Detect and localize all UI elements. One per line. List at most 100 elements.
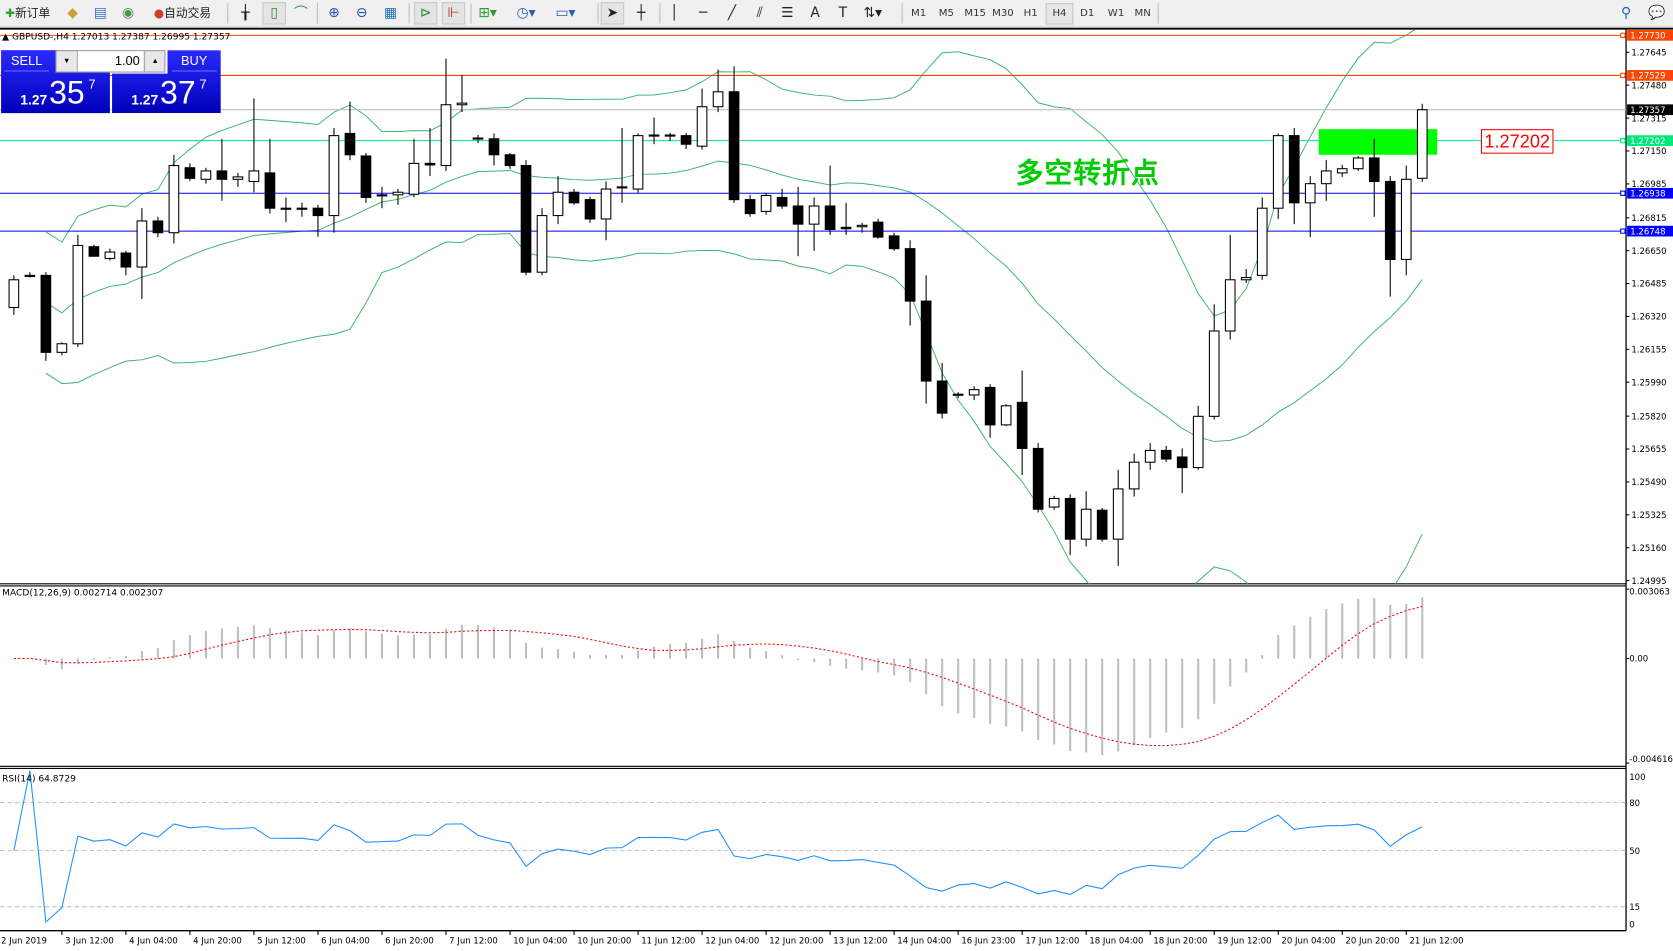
new-order-icon: ✚ (5, 6, 16, 21)
rsi-axis-label: 0 (1629, 920, 1634, 930)
separator (316, 3, 318, 24)
periods-clock-icon[interactable]: ◷▾ (516, 5, 536, 22)
navigator-icon[interactable]: ◉ (121, 5, 135, 22)
price-axis-label: 1.27645 (1631, 48, 1666, 58)
lot-stepper[interactable]: ▼ 1.00 ▲ (55, 50, 166, 73)
text-icon[interactable]: A (810, 5, 820, 22)
candle-bear (1096, 509, 1108, 540)
time-axis-label: 5 Jun 12:00 (257, 936, 306, 946)
candle-bull (1048, 497, 1060, 508)
candle-bear (280, 207, 292, 210)
crosshair-icon[interactable]: ┼ (637, 5, 646, 22)
zoom-in-icon[interactable]: ⊕ (328, 5, 340, 22)
time-axis-label: 7 Jun 12:00 (449, 936, 498, 946)
separator (470, 3, 472, 24)
templates-icon[interactable]: ▭▾ (555, 5, 576, 22)
price-tag-label: 1.27529 (1630, 72, 1665, 82)
rsi-axis-label: 100 (1629, 773, 1645, 783)
time-axis-label: 10 Jun 04:00 (513, 936, 567, 946)
cursor-icon[interactable]: ➤ (600, 2, 625, 25)
line-handle[interactable] (1620, 137, 1626, 144)
collapse-triangle-icon[interactable]: ▲ (2, 32, 10, 43)
candle-bull (1112, 488, 1124, 540)
time-axis-label: 14 Jun 04:00 (897, 936, 951, 946)
rsi-line (13, 770, 1423, 924)
time-axis-label: 13 Jun 12:00 (833, 936, 887, 946)
timeframe-h4[interactable]: H4 (1045, 3, 1074, 25)
macd-axis-label: 0.00 (1629, 655, 1648, 665)
chat-icon[interactable]: 💬 (1648, 5, 1666, 22)
candle-bull (104, 251, 116, 259)
search-icon[interactable]: ⚲ (1620, 5, 1632, 22)
candle-bull (1128, 461, 1140, 490)
line-chart-icon[interactable]: ⌒ (293, 5, 308, 22)
timeframe-h1[interactable]: H1 (1023, 7, 1038, 20)
candle-bull (1240, 277, 1252, 281)
price-tag-label: 1.27202 (1630, 137, 1665, 147)
line-handle[interactable] (1620, 228, 1626, 234)
candle-bear (344, 132, 356, 156)
price-tag (1627, 135, 1673, 146)
price-tag (1627, 30, 1673, 41)
auto-trading-button[interactable]: ●自动交易 (153, 6, 212, 21)
lot-increase-icon[interactable]: ▲ (144, 51, 165, 72)
rsi-axis-label: 50 (1629, 847, 1640, 857)
candlestick-chart-icon[interactable]: ▯ (262, 2, 286, 25)
candle-bull (1256, 207, 1268, 276)
bar-chart-icon[interactable]: ╁ (241, 5, 250, 22)
timeframe-d1[interactable]: D1 (1080, 7, 1095, 20)
timeframe-w1[interactable]: W1 (1107, 7, 1125, 20)
line-handle[interactable] (1620, 32, 1626, 39)
candle-bear (1384, 180, 1396, 260)
trendline-icon[interactable]: ╱ (727, 5, 737, 22)
indicators-icon[interactable]: ⊞▾ (478, 5, 497, 22)
separator (408, 3, 410, 24)
candle-bear (584, 199, 596, 220)
auto-scroll-icon[interactable]: ⊳ (413, 2, 438, 25)
market-watch-icon[interactable]: ◆ (67, 5, 78, 22)
data-window-icon[interactable]: ▤ (93, 5, 107, 22)
candle-bull (408, 162, 420, 195)
sell-price-fraction: 7 (88, 76, 96, 92)
fibonacci-icon[interactable]: ☰ (781, 5, 794, 22)
horizontal-line-icon[interactable]: ─ (698, 5, 708, 22)
price-tag-label: 1.27730 (1630, 32, 1665, 42)
timeframe-m1[interactable]: M1 (911, 7, 927, 20)
rsi-axis-label: 80 (1629, 799, 1640, 809)
candle-bear (1288, 135, 1300, 204)
timeframe-m5[interactable]: M5 (938, 7, 954, 20)
candle-bear (360, 155, 372, 198)
lot-input[interactable]: 1.00 (77, 51, 143, 72)
tile-windows-icon[interactable]: ▦ (383, 5, 398, 22)
timeframe-mn[interactable]: MN (1134, 7, 1151, 20)
line-handle[interactable] (1620, 72, 1626, 79)
candle-bull (1304, 183, 1316, 204)
time-axis-label: 20 Jun 04:00 (1281, 936, 1335, 946)
candle-bull (1336, 168, 1348, 174)
chart-shift-icon[interactable]: ⊩ (441, 2, 466, 25)
text-label-icon[interactable]: T (838, 5, 848, 22)
arrows-icon[interactable]: ⇅▾ (863, 5, 883, 22)
lot-decrease-icon[interactable]: ▼ (57, 51, 78, 72)
rsi-label: RSI(14) 64.8729 (2, 773, 76, 785)
candle-bear (904, 248, 916, 302)
candle-bull (1416, 109, 1428, 179)
new-order-button[interactable]: ✚新订单 (5, 6, 51, 21)
equidistant-channel-icon[interactable]: ⫽ (756, 5, 763, 22)
time-axis-label: 3 Jun 12:00 (65, 936, 114, 946)
vertical-line-icon[interactable]: │ (670, 5, 679, 22)
annotation-text[interactable]: 多空转折点 (1015, 157, 1160, 190)
candle-bear (40, 274, 52, 353)
price-label-annotation[interactable]: 1.27202 (1480, 129, 1554, 154)
line-handle[interactable] (1620, 190, 1626, 196)
candle-bear (920, 300, 932, 382)
candle-bear (152, 220, 164, 234)
buy-price-pips: 37 (160, 75, 196, 111)
timeframe-m30[interactable]: M30 (992, 7, 1014, 20)
candle-bear (520, 165, 532, 273)
zoom-out-icon[interactable]: ⊖ (355, 5, 368, 22)
candle-bull (136, 220, 148, 268)
timeframe-m15[interactable]: M15 (964, 7, 987, 20)
candle-bear (1176, 456, 1188, 469)
